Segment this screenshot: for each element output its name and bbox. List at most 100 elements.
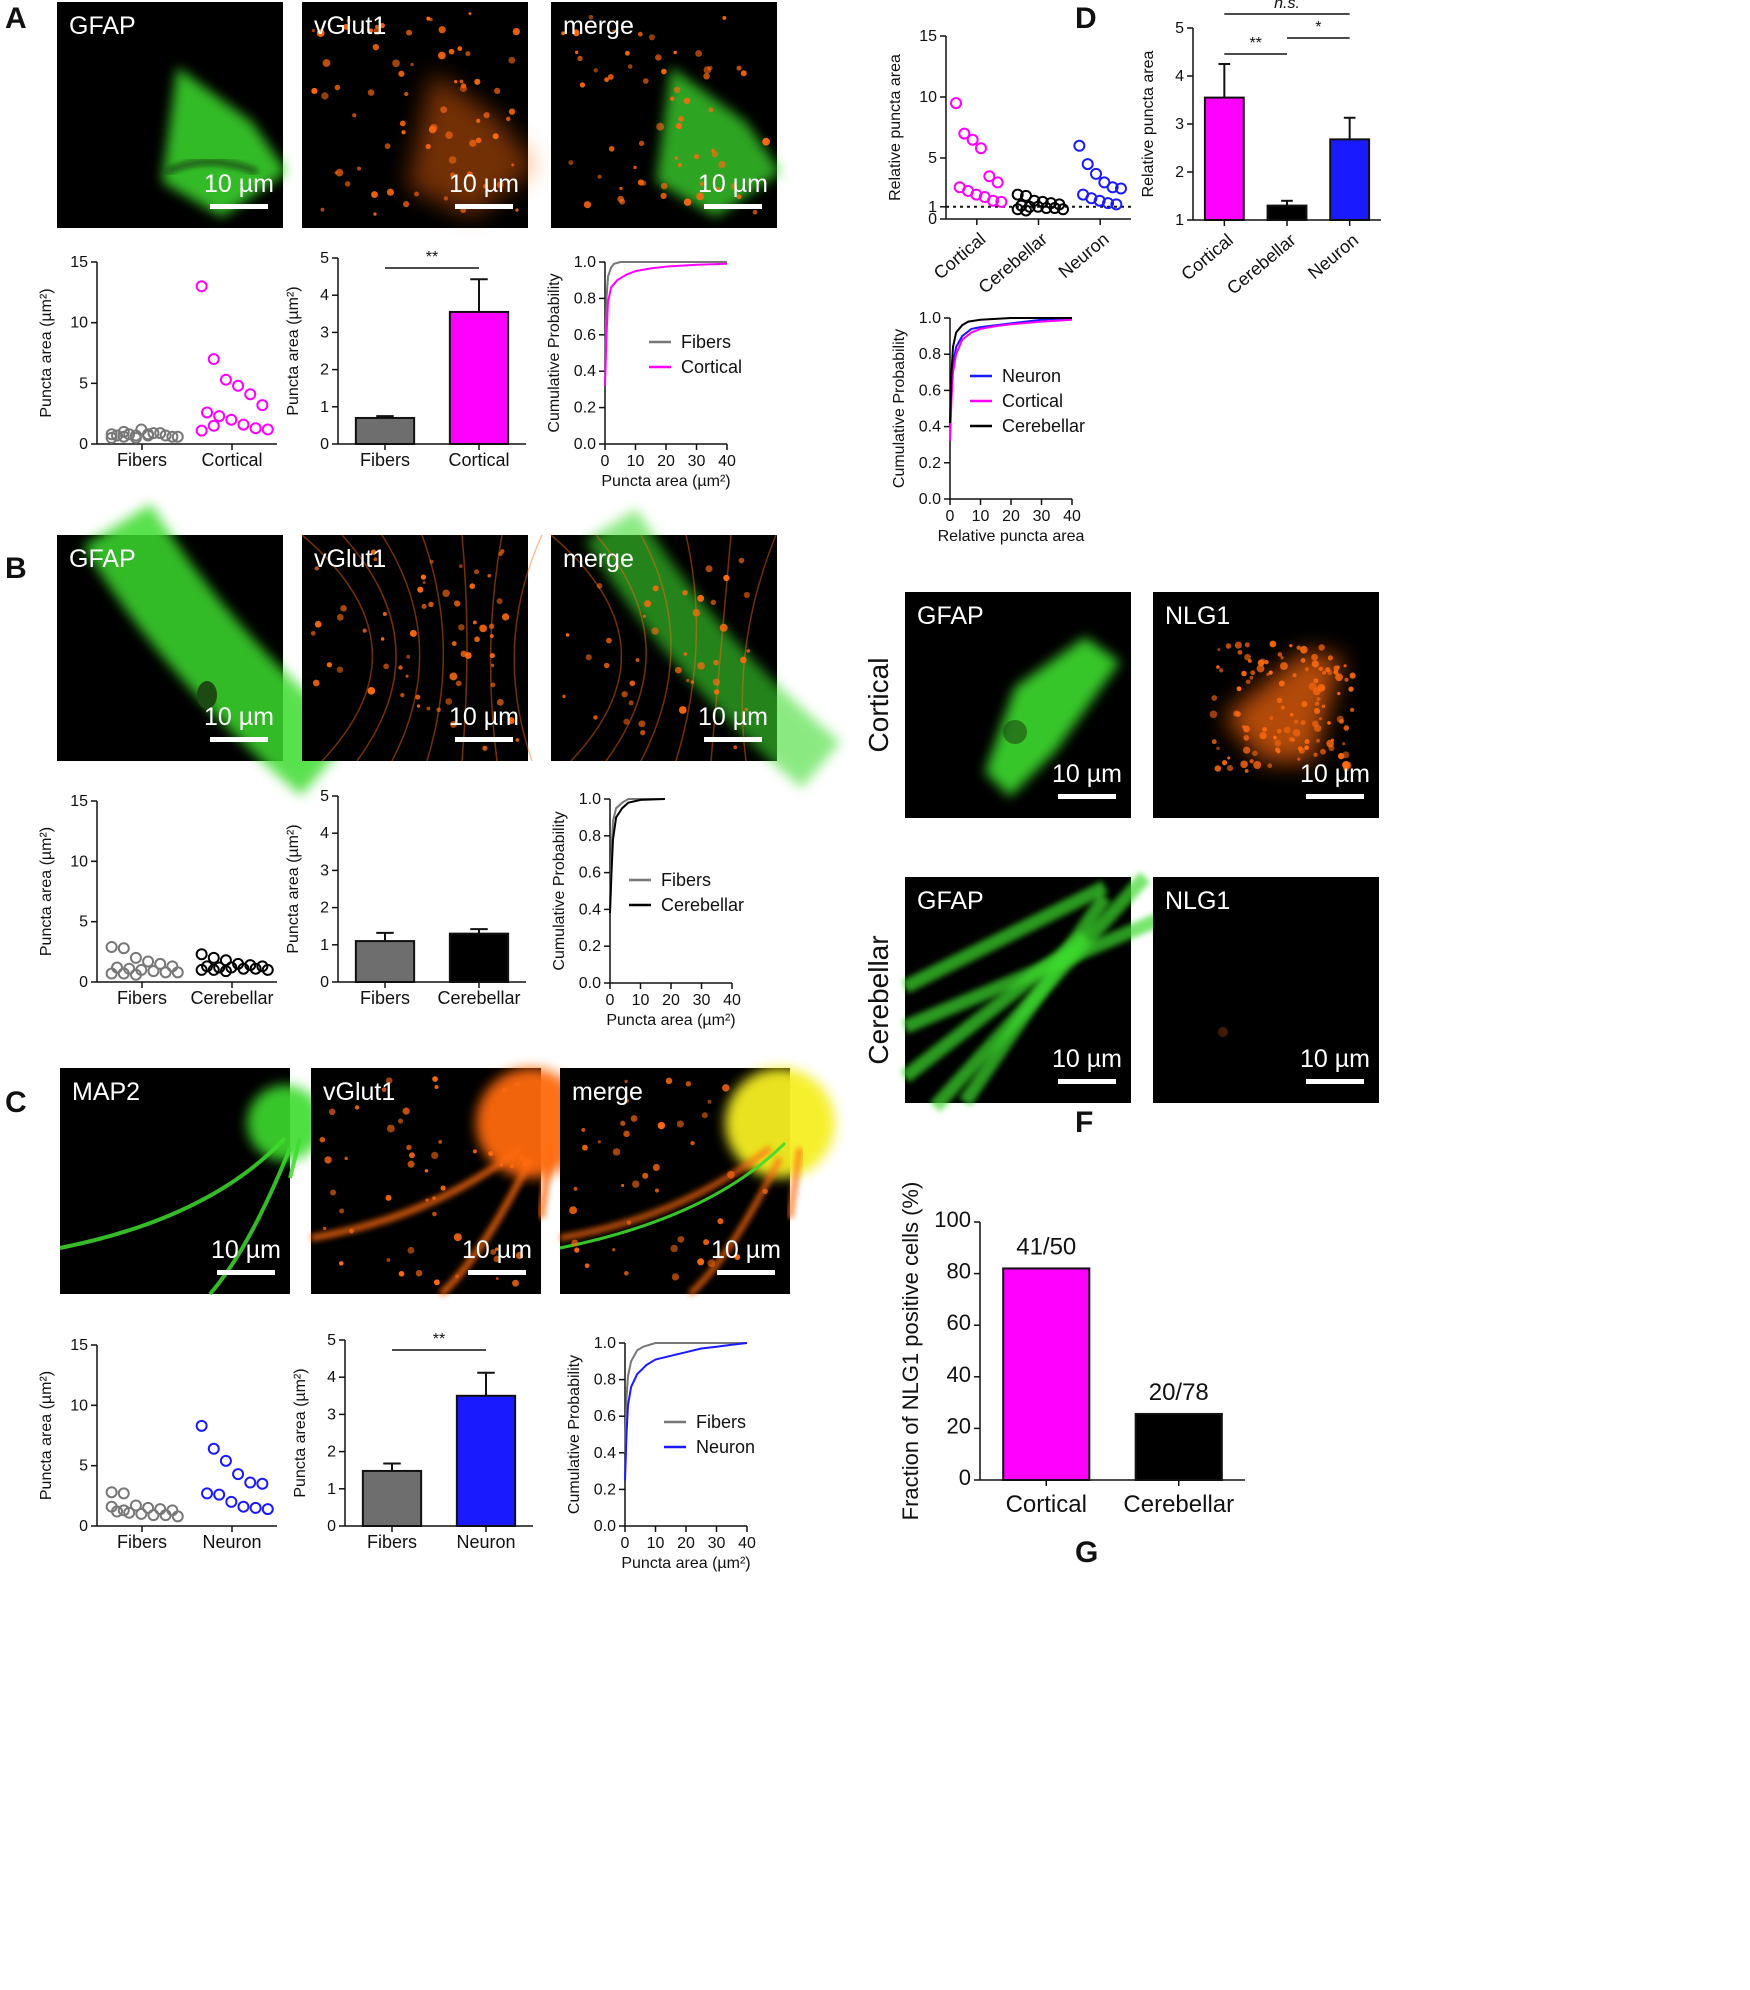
punctum [565, 633, 570, 637]
punctum [574, 1247, 580, 1253]
channel-label: vGlut1 [323, 1078, 395, 1106]
punctum [1214, 765, 1222, 772]
punctum [402, 1107, 410, 1115]
bar [1266, 204, 1308, 222]
punctum [1337, 691, 1341, 696]
punctum [740, 656, 747, 664]
punctum [588, 14, 594, 20]
data-point [195, 963, 208, 976]
data-point [261, 1503, 274, 1516]
punctum [699, 181, 704, 187]
punctum [455, 1274, 459, 1279]
punctum [428, 125, 437, 134]
category-label: Cerebellar [1123, 1491, 1234, 1518]
chart-B-scatter: 0 5 10 15 Puncta area (µm²) Fibers Cerebellar [38, 793, 277, 1008]
category-label: Cortical [1177, 230, 1237, 285]
punctum [710, 599, 717, 606]
y-tick-label: 5 [79, 1458, 88, 1475]
data-point [129, 1499, 142, 1512]
punctum [1313, 752, 1318, 757]
channel-label: GFAP [917, 887, 984, 915]
punctum [723, 574, 730, 582]
punctum [372, 43, 380, 51]
micrograph: merge 10 µm [550, 509, 841, 788]
data-point [249, 962, 262, 975]
punctum [429, 559, 434, 564]
punctum [703, 72, 710, 80]
punctum [678, 706, 687, 714]
punctum [357, 166, 361, 171]
punctum [404, 91, 409, 97]
punctum [697, 1258, 705, 1266]
punctum [479, 624, 487, 633]
scale-bar-label: 10 µm [698, 170, 768, 198]
data-point [256, 1477, 269, 1490]
panel-letter-d: D [1075, 2, 1097, 35]
punctum [630, 1115, 638, 1122]
punctum [328, 1108, 336, 1116]
punctum [575, 50, 579, 54]
punctum [712, 678, 720, 686]
data-point [201, 406, 214, 419]
cell-body [656, 67, 781, 217]
x-tick-label: 20 [657, 453, 675, 470]
punctum [642, 614, 646, 618]
data-point [135, 423, 148, 436]
data-point [117, 1504, 130, 1517]
y-tick-label: 0 [327, 1518, 336, 1535]
y-tick-label: 80 [947, 1259, 971, 1284]
y-tick-label: 3 [320, 324, 329, 341]
scale-bar [210, 737, 268, 742]
nucleus [197, 681, 217, 709]
data-point [207, 1442, 220, 1455]
punctum [571, 1239, 579, 1247]
bar [361, 1469, 423, 1527]
punctum [623, 718, 630, 725]
punctum [637, 179, 644, 186]
punctum [346, 18, 351, 23]
punctum [642, 78, 649, 84]
dendrite [787, 1147, 803, 1219]
punctum [1276, 728, 1282, 734]
y-tick-label: 0.8 [919, 346, 941, 363]
chart-A-cdf: 0.0 0.2 0.4 0.6 0.8 1.0 Cumulative Probability… [546, 254, 742, 490]
row-label-e: Cortical [863, 658, 894, 753]
punctum [398, 665, 403, 670]
y-tick-label: 0 [320, 974, 329, 991]
chart-A-bar: 0 1 2 3 4 5 Puncta area (µm²) Fibers Cortical ** [285, 249, 526, 470]
punctum [717, 1218, 724, 1225]
punctum [1274, 739, 1282, 747]
data-point [1085, 192, 1098, 205]
punctum [349, 1228, 354, 1234]
x-tick-label: 20 [1002, 508, 1020, 525]
y-tick-label: 1 [320, 937, 329, 954]
channel-label: MAP2 [72, 1078, 140, 1106]
punctum [624, 1098, 630, 1104]
punctum [612, 1248, 616, 1252]
punctum [496, 181, 504, 189]
punctum [673, 50, 677, 55]
series-line [624, 1342, 748, 1481]
y-tick-label: 0.6 [579, 865, 601, 882]
punctum [568, 160, 574, 166]
legend-label: Fibers [696, 1412, 746, 1432]
significance-label: ** [433, 1331, 445, 1348]
channel-label: NLG1 [1165, 602, 1230, 630]
punctum [451, 641, 457, 646]
punctum [577, 55, 583, 62]
punctum [443, 196, 449, 201]
data-point [249, 422, 262, 435]
y-tick-label: 4 [320, 825, 329, 842]
punctum [1308, 682, 1317, 691]
y-tick-label: 1.0 [919, 310, 941, 327]
data-point [195, 948, 208, 961]
punctum [489, 652, 495, 659]
scale-bar-label: 10 µm [1052, 1045, 1122, 1073]
y-tick-label: 0.8 [574, 290, 596, 307]
data-point [1011, 203, 1024, 216]
punctum [617, 195, 624, 203]
punctum [690, 680, 695, 684]
punctum [1244, 653, 1251, 661]
punctum [450, 172, 456, 178]
